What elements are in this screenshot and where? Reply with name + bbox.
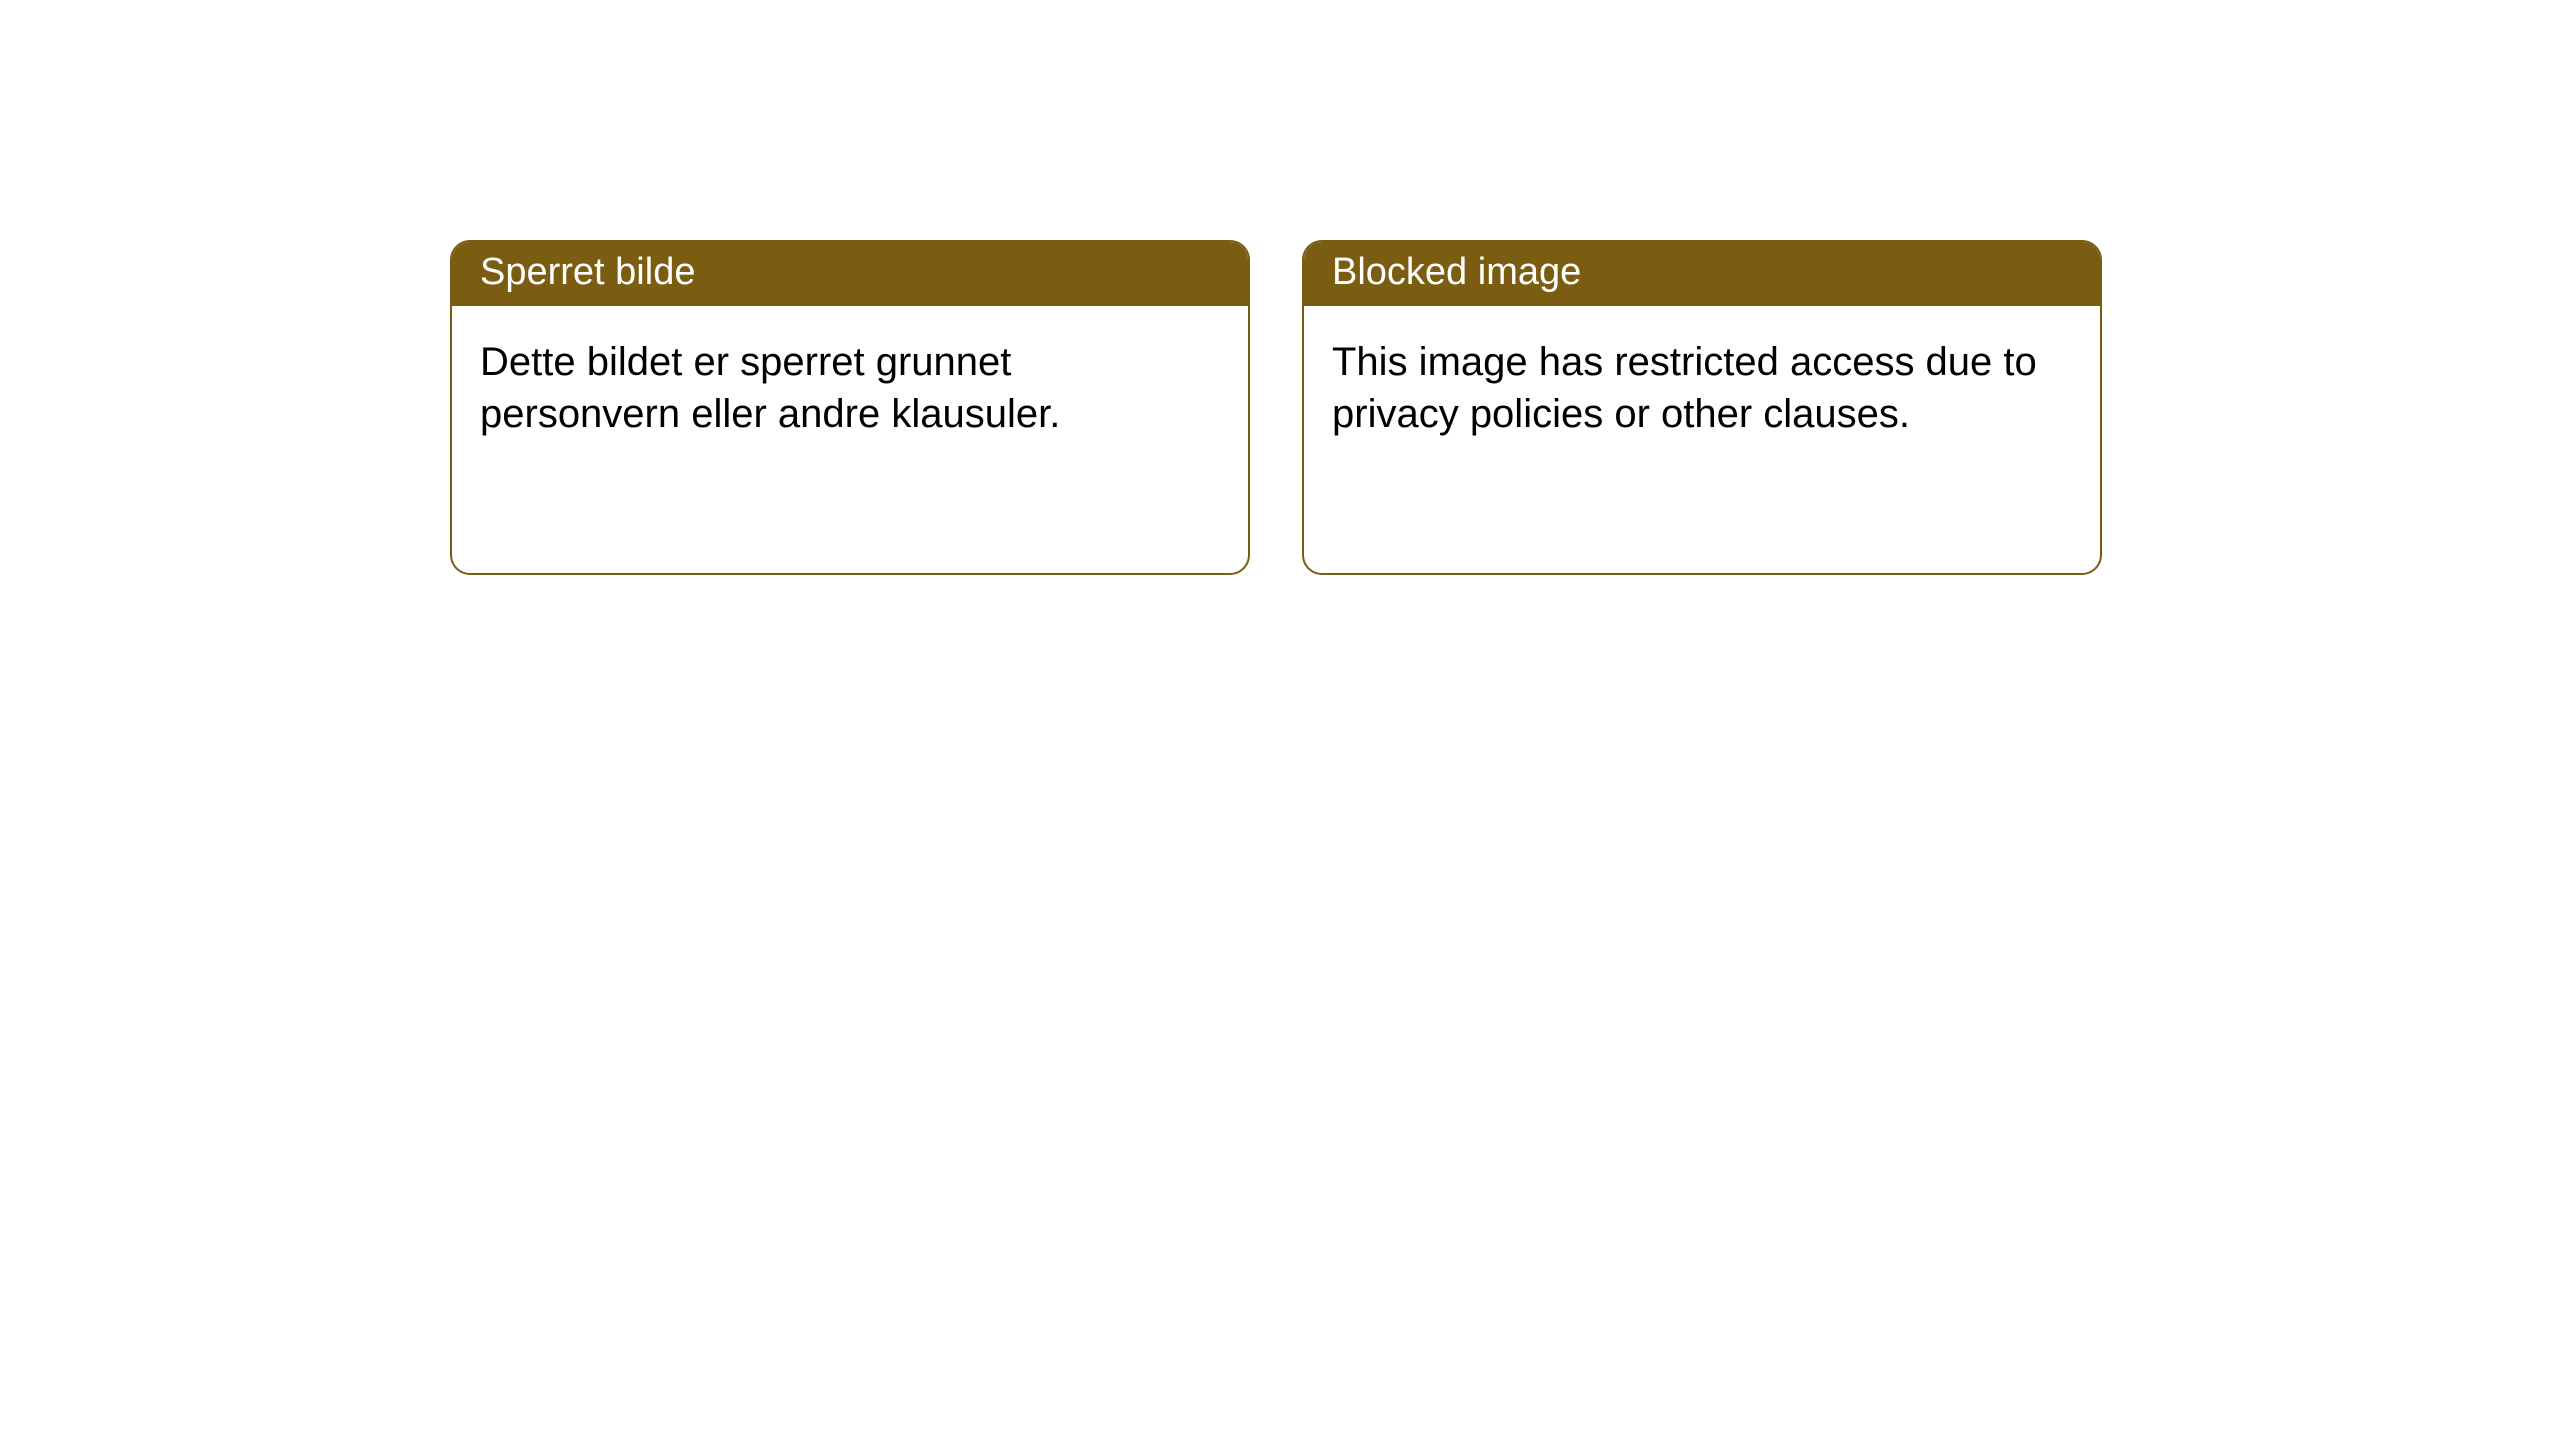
notice-card-norwegian: Sperret bilde Dette bildet er sperret gr… [450, 240, 1250, 575]
notice-title-norwegian: Sperret bilde [452, 242, 1248, 306]
notice-card-english: Blocked image This image has restricted … [1302, 240, 2102, 575]
notice-container: Sperret bilde Dette bildet er sperret gr… [0, 0, 2560, 575]
notice-title-english: Blocked image [1304, 242, 2100, 306]
notice-body-english: This image has restricted access due to … [1304, 306, 2100, 470]
notice-body-norwegian: Dette bildet er sperret grunnet personve… [452, 306, 1248, 470]
